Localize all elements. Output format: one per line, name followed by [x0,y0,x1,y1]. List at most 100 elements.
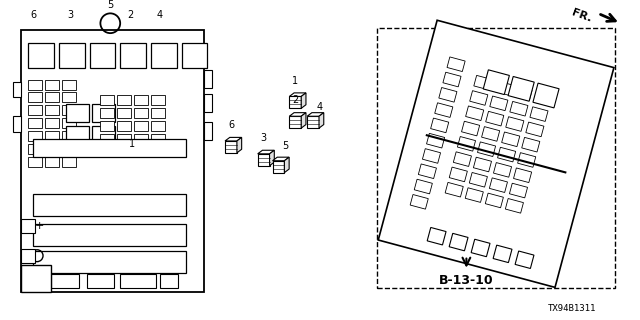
Polygon shape [470,91,488,105]
Polygon shape [490,96,508,111]
Polygon shape [273,157,289,161]
Polygon shape [483,70,509,95]
Bar [45,144,59,154]
Polygon shape [474,157,492,172]
Bar [100,108,115,118]
Text: 5: 5 [282,141,289,151]
Text: 6: 6 [228,120,234,130]
Bar [62,131,76,141]
Bar [117,121,131,131]
Bar [134,95,148,105]
Text: 1: 1 [129,139,135,149]
Bar [62,92,76,102]
Polygon shape [513,168,532,183]
Text: 6: 6 [30,10,36,20]
Bar [33,224,186,246]
Bar [134,134,148,144]
Polygon shape [461,121,479,136]
Bar [100,121,115,131]
Bar [90,43,115,68]
Bar [13,82,21,97]
Bar [28,80,42,90]
Bar [151,134,164,144]
Polygon shape [319,113,324,128]
Bar [62,157,76,167]
Polygon shape [477,142,495,156]
Bar [21,30,204,292]
Bar [51,275,79,288]
Bar [62,80,76,90]
Polygon shape [509,183,527,198]
Bar [151,108,164,118]
Bar [13,116,21,132]
Bar [28,131,42,141]
Polygon shape [533,83,559,108]
Bar [204,94,212,112]
Polygon shape [284,157,289,172]
Polygon shape [493,163,511,177]
Polygon shape [530,107,548,121]
Text: +: + [35,221,44,231]
Bar [28,43,54,68]
Bar [378,28,615,288]
Polygon shape [258,150,275,154]
Polygon shape [522,137,540,152]
Bar [289,96,301,108]
Polygon shape [431,118,449,133]
Bar [151,121,164,131]
Polygon shape [443,72,461,87]
Text: B-13-10: B-13-10 [439,274,493,287]
Bar [120,43,146,68]
Bar [66,104,88,122]
Text: FR.: FR. [570,7,593,24]
Bar [289,116,301,128]
Polygon shape [469,172,488,187]
Bar [45,80,59,90]
Polygon shape [458,137,476,151]
Text: 3: 3 [260,133,267,143]
Bar [307,116,319,128]
Bar [21,219,35,233]
Bar [28,105,42,115]
Bar [225,141,237,153]
Bar [182,43,207,68]
Polygon shape [510,101,528,116]
Polygon shape [474,76,492,90]
Polygon shape [493,245,512,263]
Polygon shape [494,81,512,95]
Polygon shape [485,193,504,208]
Polygon shape [225,137,242,141]
Text: 3: 3 [68,10,74,20]
Polygon shape [237,137,242,153]
Bar [151,43,177,68]
Polygon shape [289,93,306,96]
Polygon shape [447,57,465,72]
Bar [33,139,186,157]
Polygon shape [439,87,457,102]
Bar [160,275,177,288]
Polygon shape [301,93,306,108]
Polygon shape [502,132,520,147]
Text: 5: 5 [107,0,113,11]
Polygon shape [414,179,433,194]
Polygon shape [465,188,483,202]
Text: 2: 2 [127,10,133,20]
Bar [204,122,212,140]
Bar [62,118,76,128]
Bar [117,95,131,105]
Polygon shape [508,76,534,101]
Bar [59,43,84,68]
Bar [93,104,115,122]
Bar [258,154,269,166]
Bar [33,194,186,216]
Bar [134,108,148,118]
Polygon shape [419,164,436,179]
Polygon shape [289,113,306,116]
Polygon shape [426,133,445,148]
Polygon shape [427,228,446,245]
Polygon shape [497,147,516,162]
Polygon shape [301,113,306,128]
Polygon shape [526,122,544,137]
Polygon shape [506,117,524,131]
Text: 4: 4 [157,10,163,20]
